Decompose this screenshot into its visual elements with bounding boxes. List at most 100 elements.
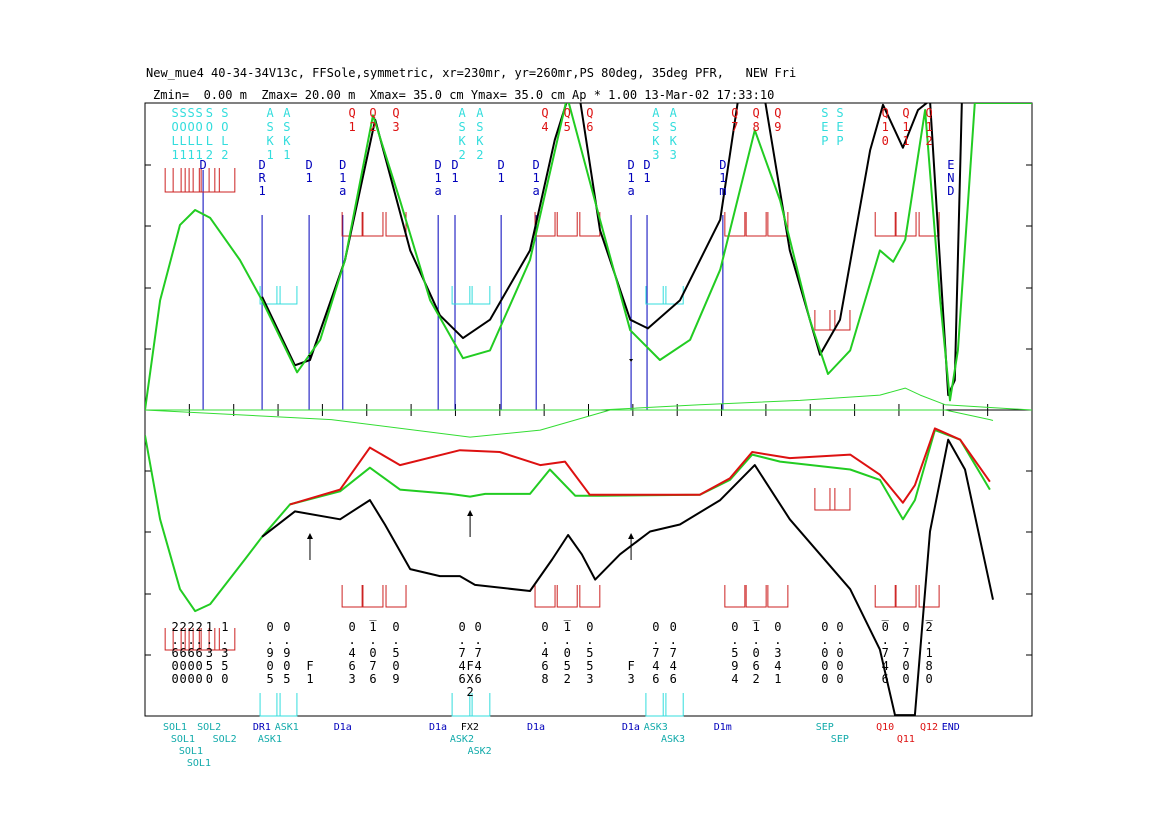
element-name-key: END [942, 722, 960, 733]
quad-box [767, 585, 789, 608]
septum-box [814, 488, 836, 511]
strength-label: _ 1. 0 6 2 [753, 607, 761, 686]
arrow-icon [629, 359, 634, 362]
lower-thin_green-curve [145, 409, 994, 438]
element-name-key: SOL2 [197, 722, 221, 733]
element-name-key: ASK1 [258, 734, 282, 745]
arrow-icon [307, 355, 312, 358]
plot-title: New_mue4 40-34-34V13c, FFSole,symmetric,… [146, 66, 797, 80]
quad-box [385, 585, 407, 608]
quad-box [579, 585, 601, 608]
element-name-key: SOL2 [213, 734, 237, 745]
element-name-key: SOL1 [179, 746, 203, 757]
quad-box [745, 212, 767, 237]
element-name-key: ASK3 [661, 734, 685, 745]
element-name-key: SOL1 [171, 734, 195, 745]
solenoid-box [214, 168, 236, 193]
ask-box [259, 693, 281, 717]
ask-box [645, 693, 667, 717]
strength-label: _ 2. 1 8 0 [925, 607, 933, 686]
element-name-key: D1a [429, 722, 447, 733]
solenoid-box [214, 628, 236, 651]
strength-label: _ 1. 0 5 2 [564, 607, 572, 686]
quad-box [874, 212, 896, 237]
arrow-head-icon [628, 533, 635, 539]
element-name-key: ASK2 [468, 746, 492, 757]
quad-box [341, 212, 363, 237]
quad-box [556, 585, 578, 608]
quad-box [918, 585, 940, 608]
element-name-key: D1m [714, 722, 732, 733]
solenoid-box [172, 168, 194, 193]
element-name-key: SOL1 [187, 758, 211, 769]
solenoid-box [164, 168, 186, 193]
lower-red-curve [289, 427, 991, 506]
element-name-key: D1a [334, 722, 352, 733]
septum-box [829, 310, 851, 331]
ask-box [451, 286, 473, 305]
element-name-key: D1a [622, 722, 640, 733]
plot-parameters: Zmin= 0.00 m Zmax= 20.00 m Xmax= 35.0 cm… [153, 88, 775, 102]
septum-box [829, 488, 851, 511]
upper-thin_green-curve [145, 387, 1032, 411]
strength-label: _ 1. 0 7 6 [369, 607, 377, 686]
element-name-key: ASK2 [450, 734, 474, 745]
element-name-key: Q11 [897, 734, 915, 745]
drift-label: D [199, 158, 206, 172]
strength-label: _ 0. 7 4 6 [882, 607, 890, 686]
quad-box [362, 212, 384, 237]
upper-black-curve [261, 103, 963, 397]
quad-box [918, 212, 940, 237]
element-name-key: FX2 [461, 722, 479, 733]
ask-box [276, 286, 298, 305]
element-name-key: SOL1 [163, 722, 187, 733]
quad-box [362, 585, 384, 608]
solenoid-box [198, 168, 220, 193]
element-name-key: DR1 [253, 722, 271, 733]
upper-green-curve [145, 103, 1032, 411]
element-name-key: D1a [527, 722, 545, 733]
lower-green-curve [145, 429, 991, 613]
ask-box [276, 693, 298, 717]
septum-box [814, 310, 836, 331]
